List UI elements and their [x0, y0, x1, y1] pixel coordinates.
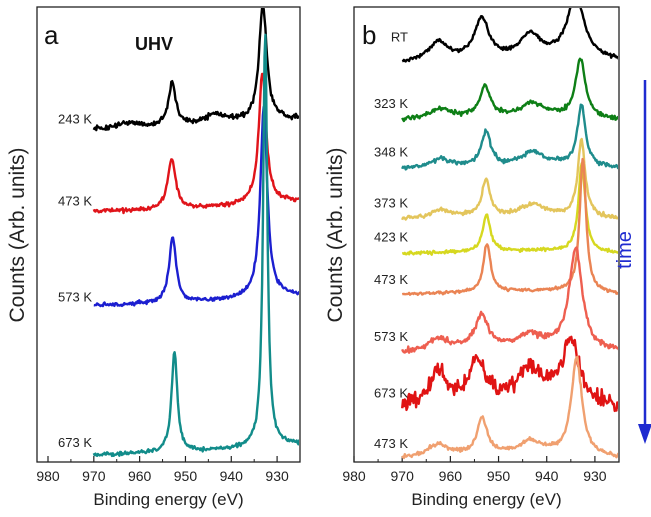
- series-label-b-5: 473 K: [374, 272, 408, 287]
- series-label-b-6: 573 K: [374, 329, 408, 344]
- series-line-b-5-473-k: [401, 157, 618, 296]
- series-label-b-4: 423 K: [374, 230, 408, 245]
- x-tick-label-a-970: 970: [82, 468, 106, 484]
- x-tick-label-b-930: 930: [583, 468, 607, 484]
- series-label-a-3: 673 K: [58, 435, 92, 450]
- x-tick-label-a-950: 950: [174, 468, 198, 484]
- time-arrow-head: [638, 424, 651, 444]
- x-tick-label-a-930: 930: [265, 468, 289, 484]
- x-tick-label-b-950: 950: [487, 468, 511, 484]
- series-line-b-7-673-k: [401, 335, 618, 413]
- x-tick-label-b-980: 980: [342, 468, 366, 484]
- series-label-a-1: 473 K: [58, 194, 92, 209]
- x-tick-label-b-940: 940: [535, 468, 559, 484]
- time-arrow: time: [614, 80, 651, 444]
- series-line-b-6-573-k: [401, 246, 618, 354]
- series-label-b-0: RT: [391, 29, 408, 44]
- series-line-b-2-348-k: [401, 103, 618, 171]
- x-tick-label-b-970: 970: [391, 468, 415, 484]
- x-tick-label-b-960: 960: [439, 468, 463, 484]
- x-axis-label-a: Binding energy (eV): [93, 490, 243, 509]
- series-line-a-1-473-k: [92, 72, 299, 215]
- series-line-b-3-373-k: [401, 137, 618, 221]
- plot-frame-a: [36, 6, 301, 463]
- series-line-a-0-243-k: [92, 8, 299, 132]
- panel-letter-a: a: [44, 20, 59, 50]
- series-label-a-0: 243 K: [58, 112, 92, 127]
- series-line-b-1-323-k: [401, 57, 618, 123]
- series-line-b-8-473-k: [401, 355, 618, 460]
- series-label-b-8: 473 K: [374, 436, 408, 451]
- time-arrow-label: time: [614, 231, 636, 269]
- x-tick-label-a-960: 960: [128, 468, 152, 484]
- panel-title-a: UHV: [135, 34, 173, 54]
- traces-a: [92, 8, 299, 458]
- series-label-b-1: 323 K: [374, 96, 408, 111]
- y-axis-label-a: Counts (Arb. units): [6, 147, 29, 322]
- plot-frame-b: [353, 6, 620, 463]
- x-tick-label-a-980: 980: [36, 468, 60, 484]
- panel-a: 980 970 960 950 940 930 Binding energy (eV) a UH…: [36, 6, 301, 509]
- x-axis-label-b: Binding energy (eV): [411, 490, 561, 509]
- traces-b: [401, 8, 618, 460]
- series-label-a-2: 573 K: [58, 290, 92, 305]
- series-label-b-2: 348 K: [374, 145, 408, 160]
- panel-b: 980 970 960 950 940 930 Binding energy (eV) b RT…: [342, 6, 620, 509]
- series-label-b-7: 673 K: [374, 386, 408, 401]
- series-line-b-0-rt: [401, 8, 618, 63]
- y-axis-label-b: Counts (Arb. units): [324, 147, 347, 322]
- panel-letter-b: b: [362, 20, 376, 50]
- series-line-a-3-673-k: [92, 33, 299, 458]
- series-label-b-3: 373 K: [374, 195, 408, 210]
- x-tick-label-a-940: 940: [220, 468, 244, 484]
